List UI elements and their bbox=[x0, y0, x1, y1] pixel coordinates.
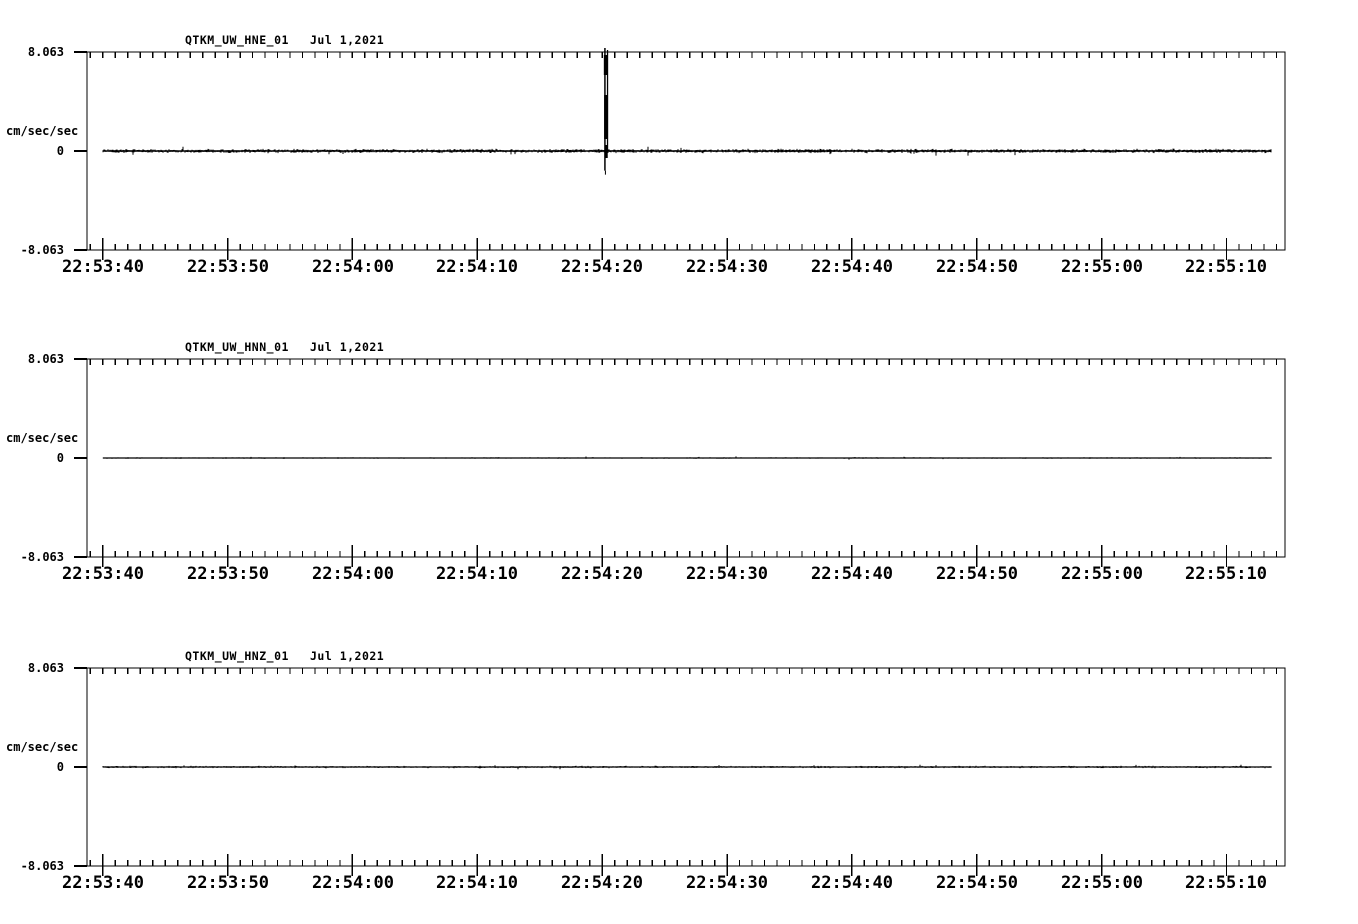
xtick-label: 22:54:40 bbox=[811, 564, 893, 584]
ytick-zero: 0 bbox=[56, 451, 64, 465]
xtick-label: 22:54:00 bbox=[312, 873, 394, 893]
xtick-label: 22:54:00 bbox=[312, 564, 394, 584]
panel-title: QTKM_UW_HNN_01 bbox=[185, 340, 289, 354]
xtick-label: 22:54:30 bbox=[686, 873, 768, 893]
xtick-label: 22:54:50 bbox=[936, 564, 1018, 584]
xtick-label: 22:54:30 bbox=[686, 564, 768, 584]
xtick-label: 22:54:10 bbox=[436, 257, 518, 277]
xtick-label: 22:55:00 bbox=[1061, 873, 1143, 893]
ytick-zero: 0 bbox=[56, 760, 64, 774]
waveform-plot-hnz bbox=[74, 667, 1286, 876]
ytick-zero: 0 bbox=[56, 144, 64, 158]
ytick-min: -8.063 bbox=[20, 550, 64, 564]
xtick-label: 22:54:10 bbox=[436, 873, 518, 893]
panel-date: Jul 1,2021 bbox=[310, 340, 385, 354]
xtick-label: 22:54:40 bbox=[811, 873, 893, 893]
xtick-label: 22:53:50 bbox=[187, 564, 269, 584]
ytick-min: -8.063 bbox=[20, 243, 64, 257]
xtick-label: 22:54:40 bbox=[811, 257, 893, 277]
xtick-label: 22:54:20 bbox=[561, 873, 643, 893]
waveform-plot-hnn bbox=[74, 358, 1286, 567]
xtick-label: 22:55:10 bbox=[1185, 257, 1267, 277]
waveform-plot-hne bbox=[74, 48, 1286, 260]
ytick-max: 8.063 bbox=[27, 45, 64, 59]
xtick-label: 22:55:10 bbox=[1185, 873, 1267, 893]
panel-title: QTKM_UW_HNZ_01 bbox=[185, 649, 289, 663]
ytick-max: 8.063 bbox=[27, 352, 64, 366]
xtick-label: 22:53:40 bbox=[62, 564, 144, 584]
xtick-label: 22:54:20 bbox=[561, 564, 643, 584]
panel-date: Jul 1,2021 bbox=[310, 649, 385, 663]
xtick-label: 22:53:50 bbox=[187, 257, 269, 277]
xtick-label: 22:55:00 bbox=[1061, 257, 1143, 277]
xtick-label: 22:55:00 bbox=[1061, 564, 1143, 584]
panel-date: Jul 1,2021 bbox=[310, 33, 385, 47]
panel-title: QTKM_UW_HNE_01 bbox=[185, 33, 289, 47]
xtick-label: 22:54:50 bbox=[936, 873, 1018, 893]
ytick-min: -8.063 bbox=[20, 859, 64, 873]
xtick-label: 22:54:30 bbox=[686, 257, 768, 277]
xtick-label: 22:55:10 bbox=[1185, 564, 1267, 584]
y-axis-unit-label: cm/sec/sec bbox=[6, 431, 79, 445]
y-axis-unit-label: cm/sec/sec bbox=[6, 740, 79, 754]
xtick-label: 22:53:50 bbox=[187, 873, 269, 893]
y-axis-unit-label: cm/sec/sec bbox=[6, 124, 79, 138]
xtick-label: 22:53:40 bbox=[62, 873, 144, 893]
xtick-label: 22:54:50 bbox=[936, 257, 1018, 277]
ytick-max: 8.063 bbox=[27, 661, 64, 675]
xtick-label: 22:54:00 bbox=[312, 257, 394, 277]
xtick-label: 22:53:40 bbox=[62, 257, 144, 277]
xtick-label: 22:54:20 bbox=[561, 257, 643, 277]
xtick-label: 22:54:10 bbox=[436, 564, 518, 584]
